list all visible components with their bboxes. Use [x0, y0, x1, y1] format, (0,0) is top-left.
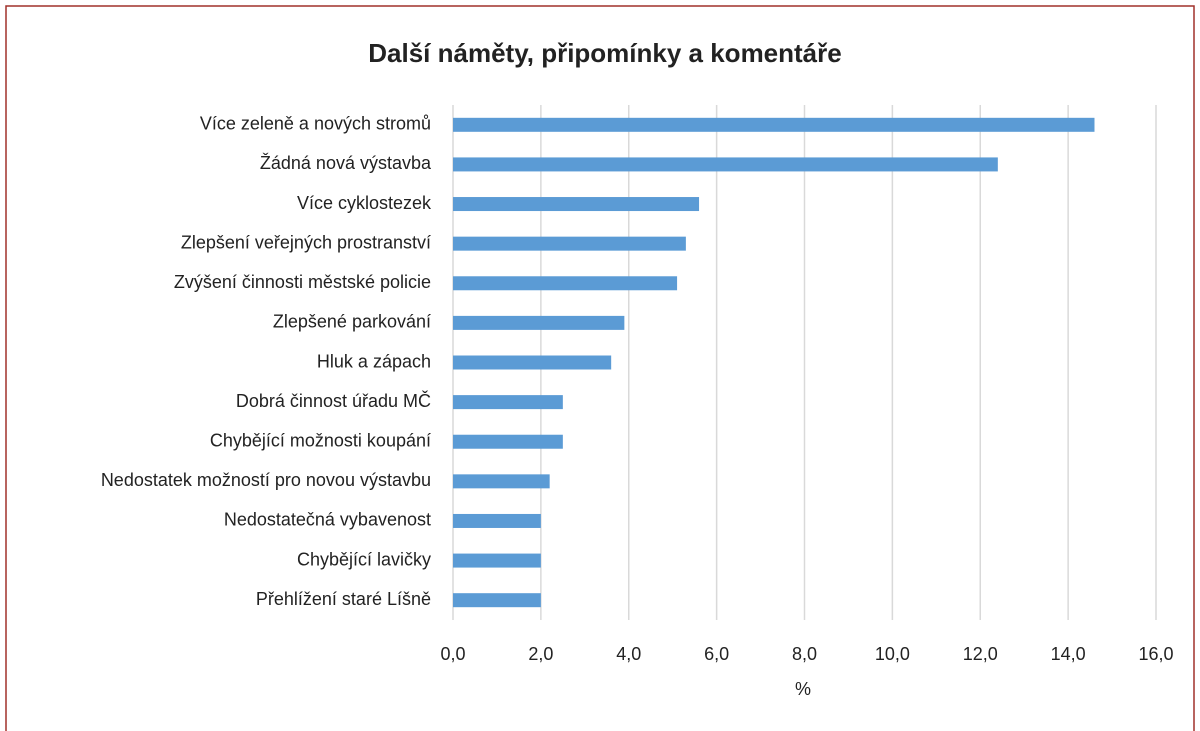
chart-title: Další náměty, připomínky a komentáře — [368, 38, 841, 68]
bar — [453, 197, 700, 212]
bar — [453, 395, 563, 410]
y-tick-label: Nedostatek možností pro novou výstavbu — [101, 470, 431, 490]
x-tick-label: 0,0 — [440, 644, 465, 664]
x-tick-label: 16,0 — [1138, 644, 1173, 664]
y-tick-label: Více zeleně a nových stromů — [200, 114, 431, 134]
x-tick-label: 10,0 — [875, 644, 910, 664]
y-tick-label: Zvýšení činnosti městské policie — [174, 272, 431, 292]
bar — [453, 434, 563, 449]
bar — [453, 513, 541, 528]
bar — [453, 355, 612, 370]
y-tick-label: Přehlížení staré Líšně — [256, 589, 431, 609]
y-tick-label: Zlepšení veřejných prostranství — [181, 232, 431, 252]
bar — [453, 553, 541, 568]
x-tick-label: 6,0 — [704, 644, 729, 664]
bar — [453, 157, 998, 172]
y-tick-label: Žádná nová výstavba — [260, 153, 432, 173]
x-axis-label: % — [795, 679, 811, 699]
y-tick-label: Chybějící lavičky — [297, 549, 431, 569]
bar — [453, 315, 625, 330]
x-tick-label: 8,0 — [792, 644, 817, 664]
y-tick-label: Nedostatečná vybavenost — [224, 510, 431, 530]
y-tick-label: Chybějící možnosti koupání — [210, 430, 431, 450]
bar — [453, 276, 678, 291]
x-tick-label: 12,0 — [963, 644, 998, 664]
y-tick-label: Více cyklostezek — [297, 193, 432, 213]
bar — [453, 236, 686, 251]
x-tick-label: 2,0 — [528, 644, 553, 664]
bar — [453, 593, 541, 608]
bar — [453, 474, 550, 489]
x-tick-label: 14,0 — [1051, 644, 1086, 664]
y-tick-label: Dobrá činnost úřadu MČ — [236, 390, 431, 411]
x-tick-label: 4,0 — [616, 644, 641, 664]
bar — [453, 117, 1095, 132]
y-tick-label: Hluk a zápach — [317, 351, 431, 371]
y-tick-label: Zlepšené parkování — [273, 312, 431, 332]
